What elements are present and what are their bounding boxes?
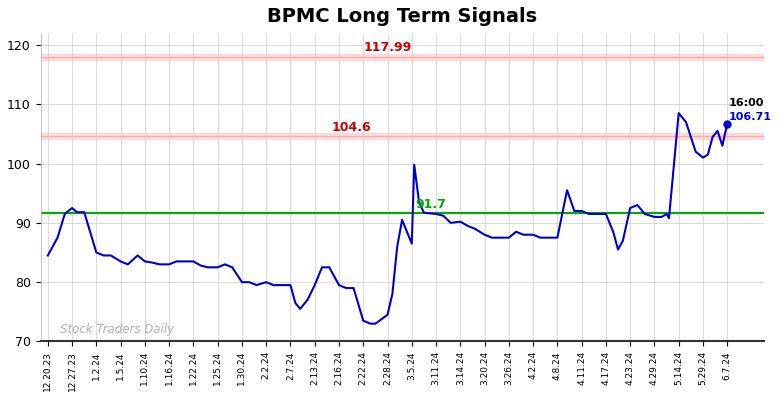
Text: 16:00: 16:00 (728, 98, 764, 108)
Text: Stock Traders Daily: Stock Traders Daily (60, 322, 174, 336)
Text: 104.6: 104.6 (332, 121, 371, 134)
Bar (41, 133, 764, 139)
Text: 106.71: 106.71 (728, 111, 771, 122)
Bar (41, 54, 764, 60)
Text: 117.99: 117.99 (364, 41, 412, 55)
Title: BPMC Long Term Signals: BPMC Long Term Signals (267, 7, 537, 26)
Text: 91.7: 91.7 (416, 198, 447, 211)
